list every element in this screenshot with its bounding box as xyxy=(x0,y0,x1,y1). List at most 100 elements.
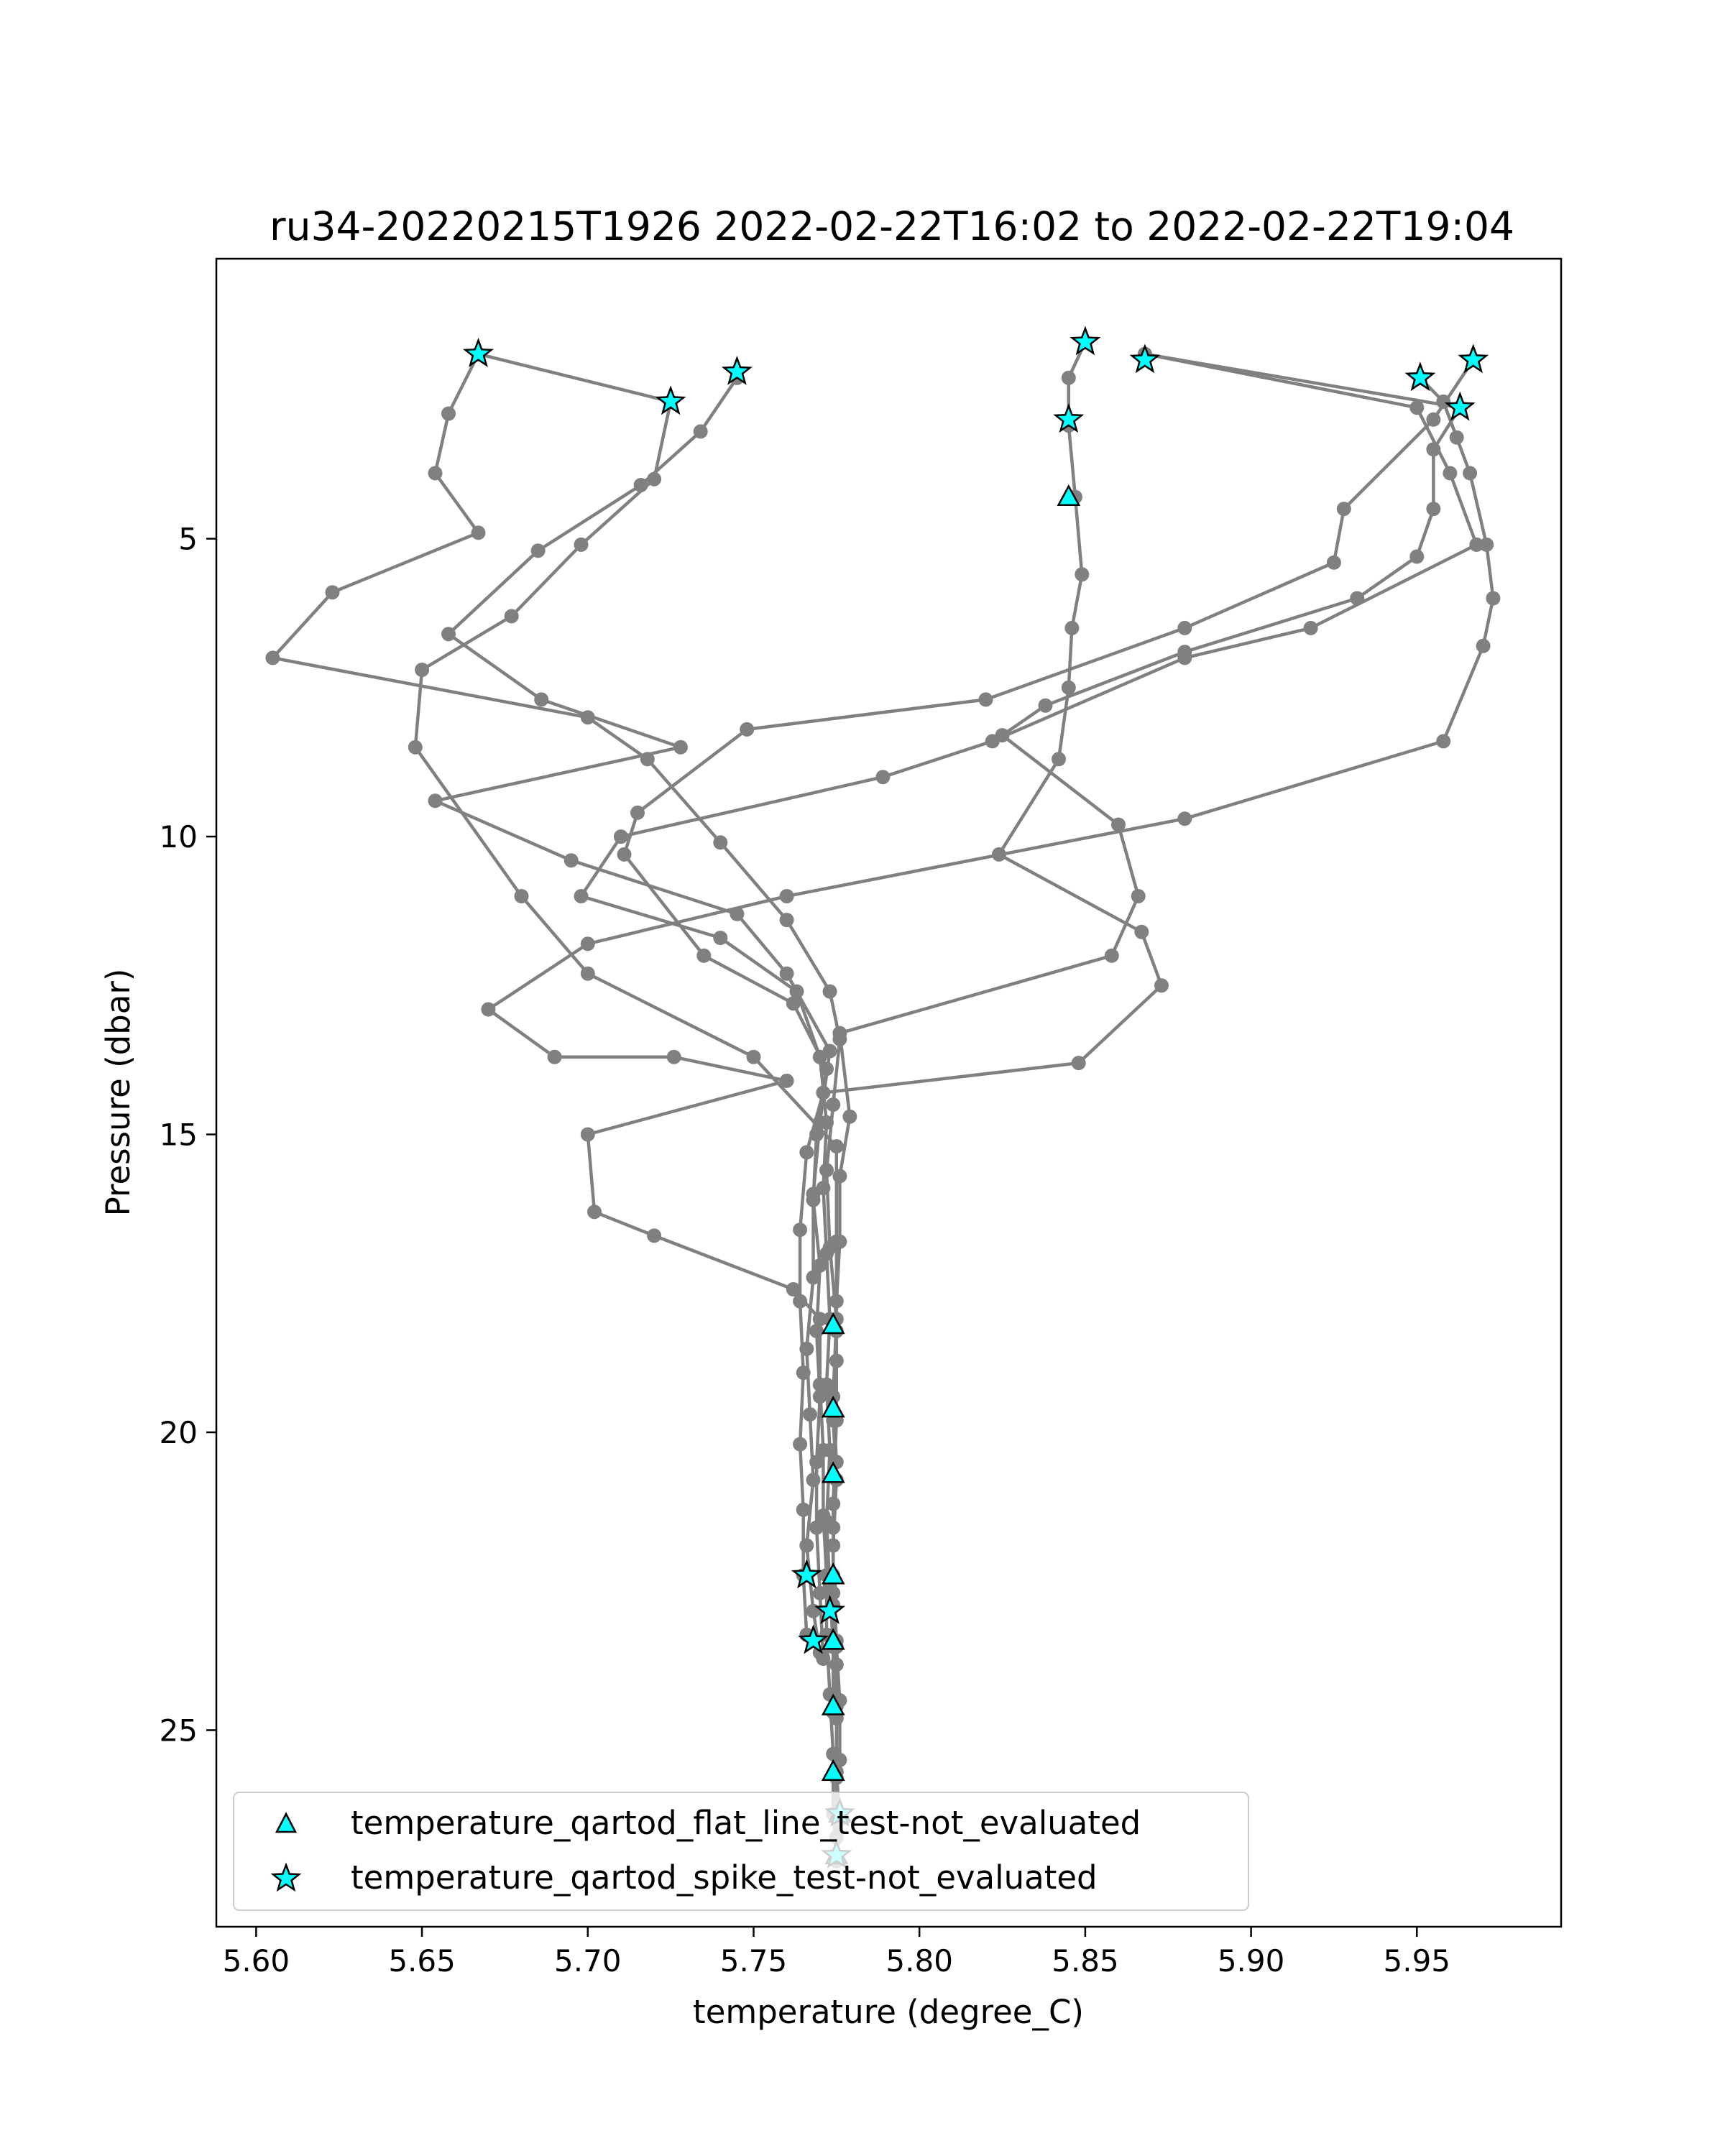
profile-5-point-4 xyxy=(1469,537,1484,552)
profile-6-point-10 xyxy=(1111,817,1126,832)
spike-flag-marker-12 xyxy=(798,1624,829,1654)
flat-line-flag-marker-2 xyxy=(821,1312,845,1335)
profile-5-point-10 xyxy=(574,889,589,903)
legend-triangle-marker xyxy=(275,1812,298,1833)
spike-flag-marker-4 xyxy=(1070,326,1101,356)
profile-3-point-5 xyxy=(441,627,456,642)
profile-2-point-14 xyxy=(819,1163,834,1178)
profile-4-point-9 xyxy=(991,847,1006,862)
profile-1-point-10 xyxy=(746,1049,761,1064)
profile-4-point-11 xyxy=(1154,978,1169,993)
profile-4-point-15 xyxy=(793,1222,808,1238)
profile-3-point-17 xyxy=(802,1407,817,1422)
profile-8-point-18 xyxy=(647,1228,662,1243)
profile-3-point-15 xyxy=(806,1270,821,1285)
profile-5-point-16 xyxy=(819,1246,834,1261)
profile-7-point-12 xyxy=(819,1061,834,1077)
profile-6-point-14 xyxy=(842,1109,857,1124)
flat-line-flag-marker-8 xyxy=(821,1759,845,1781)
profile-5-point-3 xyxy=(1443,466,1458,481)
profile-7-point-3 xyxy=(1336,502,1351,517)
profile-8-point-15 xyxy=(779,1073,794,1088)
profile-1-point-11 xyxy=(829,1139,844,1154)
profile-8-point-11 xyxy=(580,936,595,952)
profile-3-point-9 xyxy=(564,853,579,868)
profile-5-point-2 xyxy=(1409,400,1425,415)
profile-8-point-12 xyxy=(481,1002,496,1017)
profile-7-point-17 xyxy=(812,1389,827,1404)
profile-6-point-16 xyxy=(832,1234,847,1249)
profile-1-point-4 xyxy=(574,537,589,552)
profile-5-point-8 xyxy=(875,770,891,785)
profile-4-point-17 xyxy=(796,1365,811,1381)
profile-8-point-6 xyxy=(1486,591,1501,606)
spike-flag-marker-1 xyxy=(462,338,494,367)
profile-4-point-6 xyxy=(1064,620,1080,635)
profile-2-point-3 xyxy=(428,466,443,481)
y-axis-ticks: 5 10 15 20 25 xyxy=(160,522,216,1748)
spike-flag-marker-7 xyxy=(1404,361,1436,392)
profile-7-point-14 xyxy=(806,1192,821,1207)
profile-2-point-10 xyxy=(779,913,794,928)
plot-frame xyxy=(215,257,1563,1928)
profile-1-point-8 xyxy=(514,889,529,903)
profile-7-point-10 xyxy=(696,948,712,963)
profile-2-point-7 xyxy=(580,710,595,725)
spike-flag-marker-3 xyxy=(721,355,753,385)
profile-4-point-2 xyxy=(1061,370,1076,385)
x-axis-ticks: 5.60 5.65 5.70 5.75 5.80 5.85 5.90 5.95 xyxy=(223,1927,1450,1978)
profile-3-point-7 xyxy=(673,740,688,755)
profile-7-point-18 xyxy=(809,1455,824,1470)
flat-line-flag-marker-5 xyxy=(821,1562,845,1585)
profile-7-point-15 xyxy=(812,1258,827,1273)
y-tick-label-5: 25 xyxy=(160,1713,198,1748)
x-tick-label-6: 5.85 xyxy=(1052,1943,1119,1978)
profile-6-point-13 xyxy=(832,1026,847,1041)
legend-box xyxy=(233,1792,1249,1911)
x-tick-label-3: 5.70 xyxy=(554,1943,622,1978)
profile-3-point-18 xyxy=(806,1473,821,1488)
y-tick-label-3: 15 xyxy=(160,1118,198,1153)
profile-8-point-16 xyxy=(580,1127,595,1142)
flat-line-flag-marker-3 xyxy=(821,1396,845,1418)
profile-4-point-13 xyxy=(816,1085,831,1100)
profile-6-point-11 xyxy=(1131,889,1146,903)
y-tick-label-4: 20 xyxy=(160,1415,198,1450)
profile-6-point-4 xyxy=(1426,502,1441,517)
profile-8-point-13 xyxy=(547,1049,562,1064)
profile-6-point-5 xyxy=(1409,549,1425,564)
x-tick-label-7: 5.90 xyxy=(1218,1943,1285,1978)
profile-7-point-8 xyxy=(630,805,645,820)
x-tick-label-1: 5.60 xyxy=(223,1943,290,1978)
profile-5-point-9 xyxy=(613,829,628,844)
profile-8-point-10 xyxy=(779,889,794,903)
profile-3-point-3 xyxy=(633,478,648,492)
spike-flag-marker-8 xyxy=(1458,344,1489,374)
profile-3-point-10 xyxy=(730,906,745,921)
profile-8-point-5 xyxy=(1479,537,1494,552)
profile-2-point-5 xyxy=(325,585,340,600)
profile-2-point-6 xyxy=(265,650,280,665)
legend: temperature_qartod_flat_line_test-not_ev… xyxy=(233,1792,1249,1911)
profile-1-point-9 xyxy=(580,966,595,981)
profile-7-point-21 xyxy=(816,1651,831,1666)
profile-2-point-2 xyxy=(441,406,456,421)
profile-5-point-15 xyxy=(816,1181,831,1196)
profile-3-point-16 xyxy=(799,1341,814,1356)
flat-line-flag-marker-6 xyxy=(821,1628,845,1650)
profile-1-point-15 xyxy=(826,1496,841,1511)
profile-8-point-19 xyxy=(786,1282,801,1296)
profile-2-point-4 xyxy=(471,525,486,540)
profile-2-point-13 xyxy=(826,1097,841,1112)
profile-1-point-7 xyxy=(408,740,423,755)
x-tick-label-4: 5.75 xyxy=(720,1943,788,1978)
profile-1-point-5 xyxy=(504,609,519,624)
profile-7-point-2 xyxy=(1426,412,1441,427)
spike-flag-marker-2 xyxy=(655,385,686,415)
legend-label-spike: temperature_qartod_spike_test-not_evalua… xyxy=(351,1858,1098,1897)
profile-8-point-9 xyxy=(1177,811,1192,826)
profile-6-point-3 xyxy=(1426,442,1441,457)
profile-5-point-14 xyxy=(819,1115,834,1130)
profile-2-point-11 xyxy=(822,984,837,999)
profile-4-point-12 xyxy=(1071,1056,1086,1071)
